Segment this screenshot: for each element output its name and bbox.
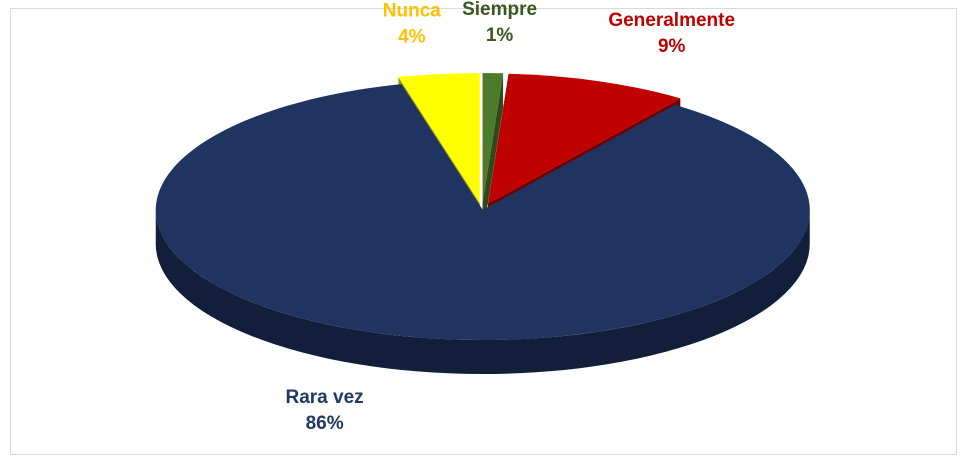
pie-slice: [398, 73, 480, 204]
pie-slice: [155, 84, 810, 341]
pie-slice: [482, 73, 504, 203]
data-label: Generalmente 9%: [608, 10, 735, 57]
label-category: Generalmente: [608, 10, 735, 31]
slice-side: [155, 210, 810, 375]
data-label: Nunca 4%: [383, 1, 442, 48]
data-label: Siempre 1%: [462, 0, 537, 46]
label-category: Rara vez: [286, 387, 364, 408]
label-value: 1%: [486, 25, 514, 46]
label-value: 86%: [306, 413, 344, 434]
pie-slice: [488, 73, 681, 204]
label-value: 4%: [398, 27, 426, 48]
label-value: 9%: [658, 36, 686, 57]
slice-wall: [482, 73, 504, 237]
data-label: Rara vez 86%: [286, 387, 364, 434]
label-category: Siempre: [462, 0, 537, 20]
label-category: Nunca: [383, 1, 442, 22]
